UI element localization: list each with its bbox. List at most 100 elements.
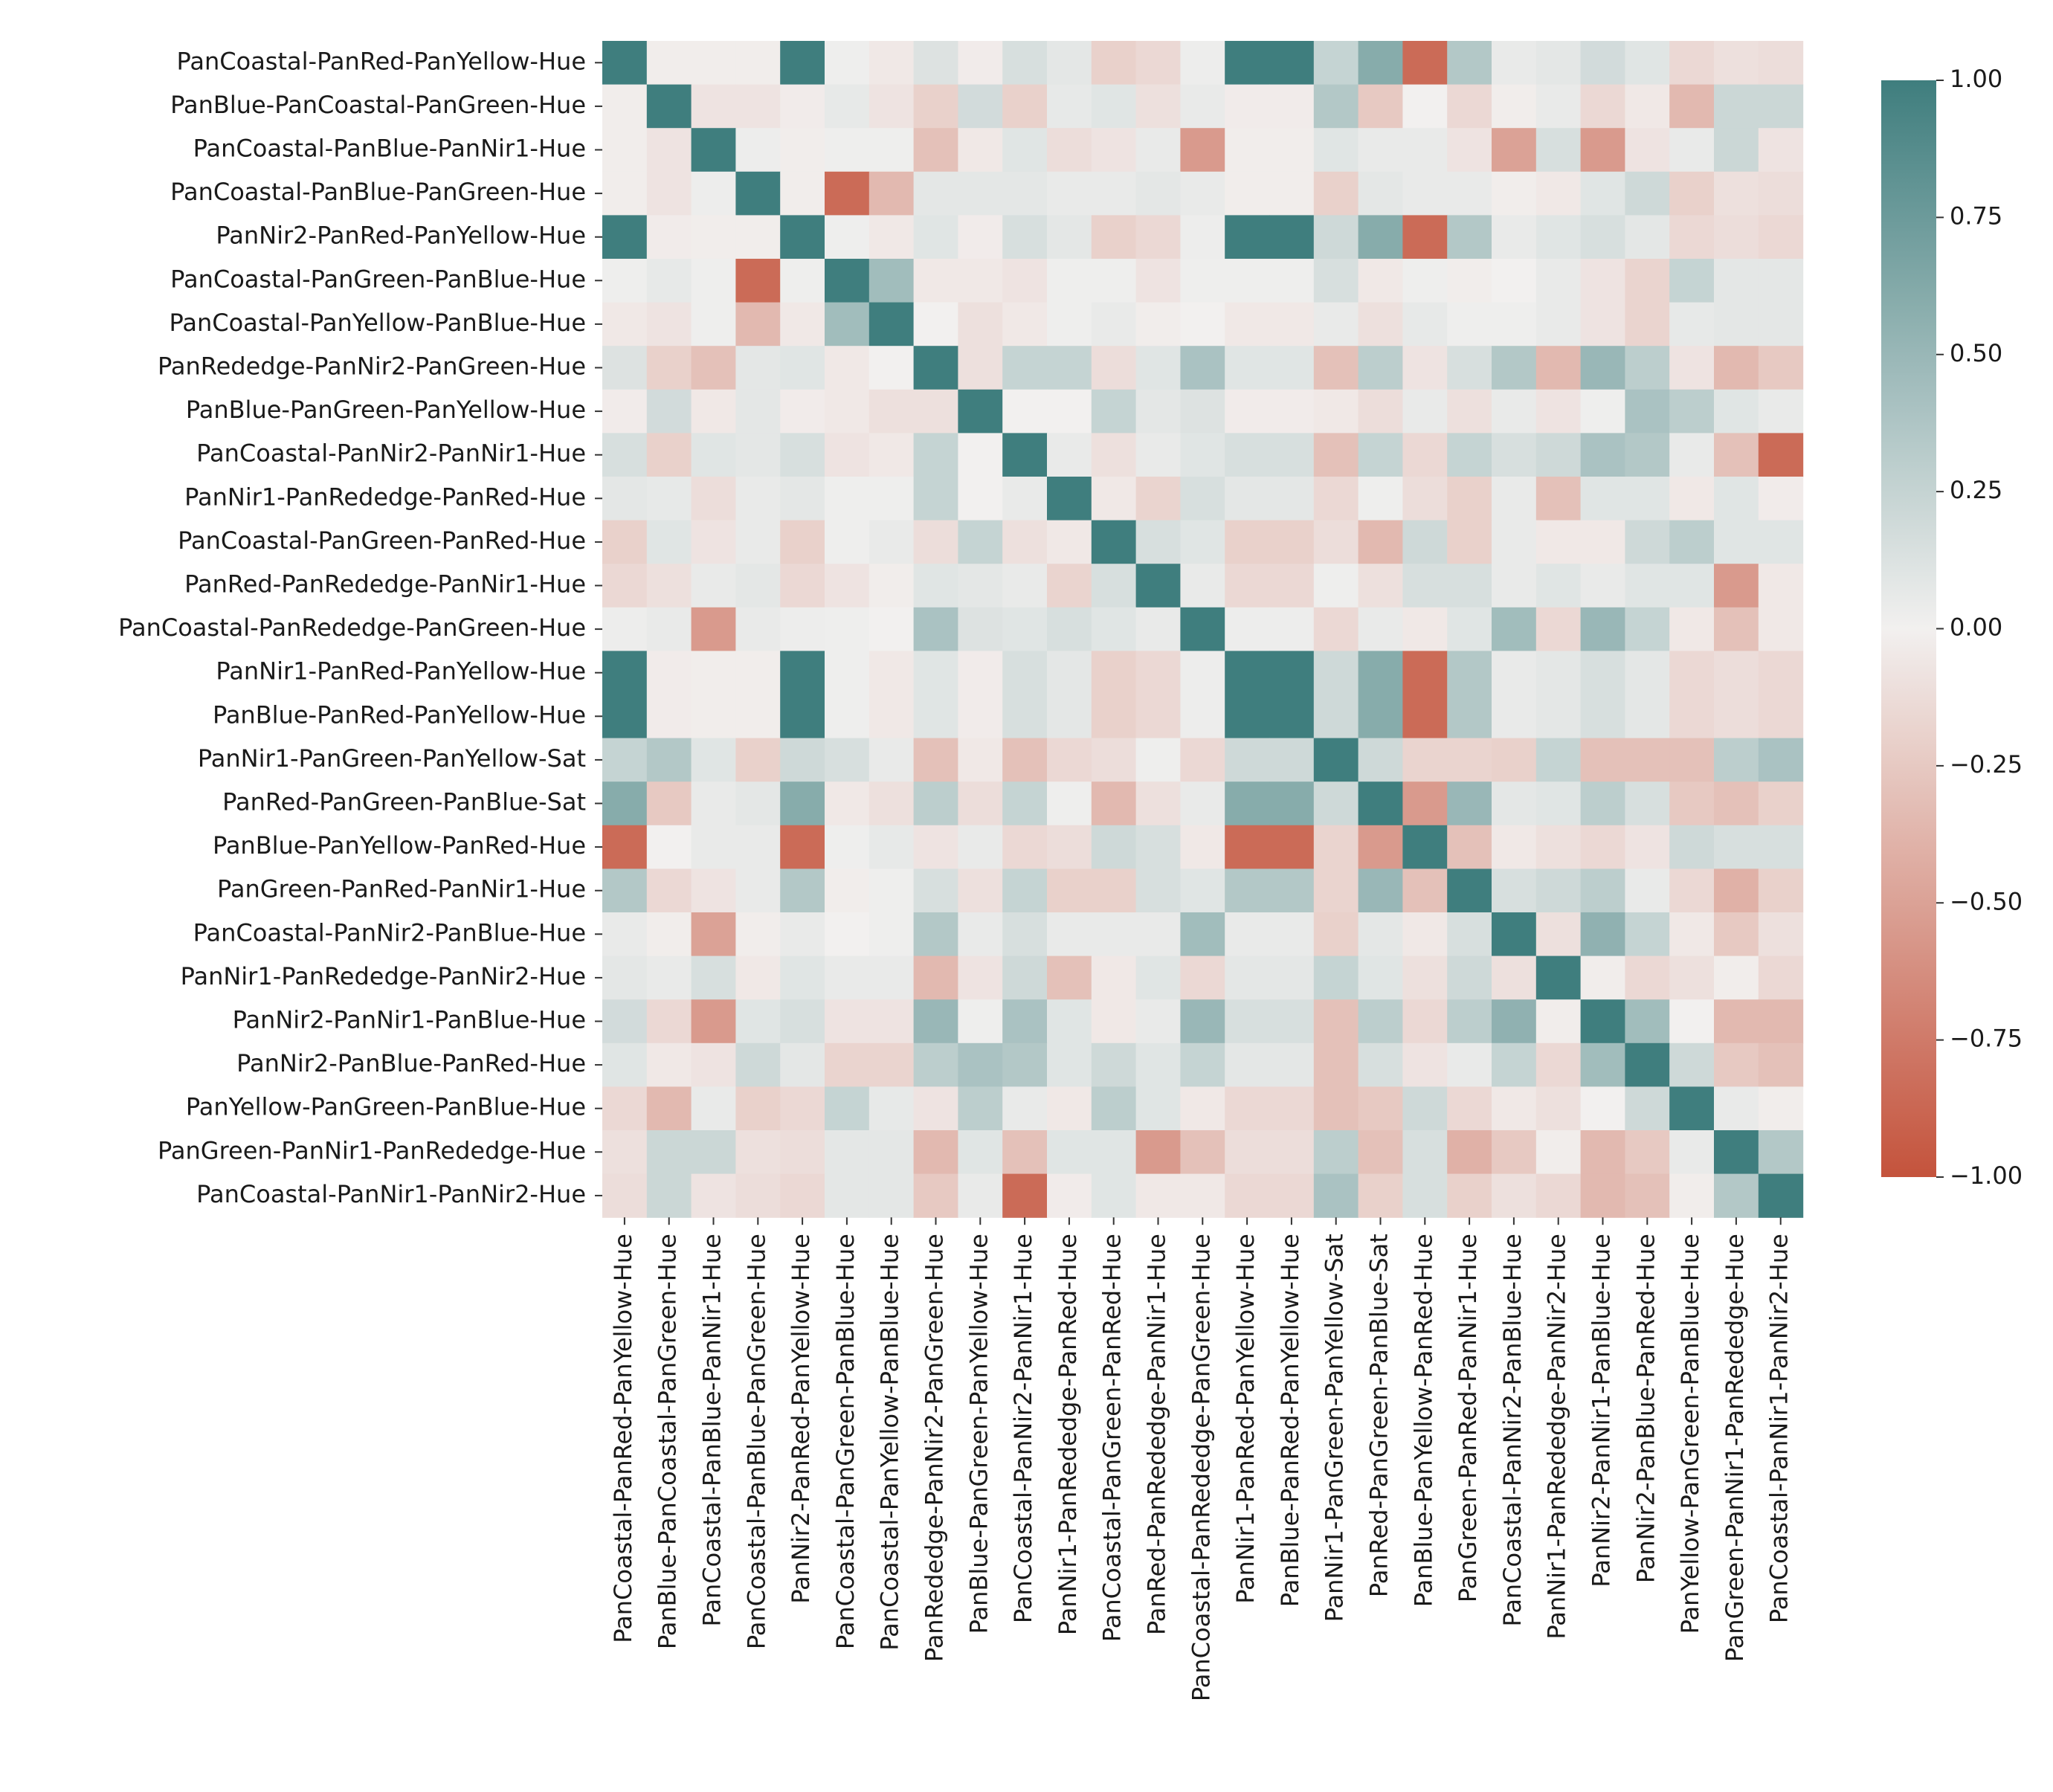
heatmap-cell-r4-c21 [1535, 215, 1582, 260]
heatmap-cell-r22-c16 [1313, 999, 1359, 1044]
heatmap-cell-r17-c2 [691, 781, 736, 826]
heatmap-cell-r8-c26 [1758, 389, 1804, 434]
heatmap-cell-r2-c20 [1492, 128, 1537, 173]
heatmap-cell-r24-c12 [1135, 1086, 1181, 1131]
heatmap-cell-r16-c22 [1580, 738, 1625, 782]
heatmap-cell-r22-c10 [1047, 999, 1092, 1044]
heatmap-cell-r25-c24 [1669, 1130, 1715, 1175]
heatmap-cell-r24-c20 [1492, 1086, 1537, 1131]
heatmap-cell-r24-c17 [1358, 1086, 1403, 1131]
heatmap-cell-r14-c23 [1625, 651, 1670, 695]
heatmap-cell-r22-c4 [780, 999, 825, 1044]
heatmap-cell-r15-c13 [1180, 694, 1225, 739]
heatmap-cell-r2-c11 [1091, 128, 1137, 173]
heatmap-cell-r13-c4 [780, 607, 825, 651]
heatmap-cell-r19-c16 [1313, 868, 1359, 913]
heatmap-cell-r25-c18 [1402, 1130, 1448, 1175]
heatmap-cell-r9-c0 [602, 433, 648, 477]
heatmap-cell-r4-c0 [602, 215, 648, 260]
heatmap-cell-r7-c3 [735, 346, 781, 390]
heatmap-cell-r14-c1 [646, 651, 692, 695]
heatmap-cell-r1-c5 [825, 84, 870, 129]
heatmap-cell-r25-c6 [868, 1130, 915, 1175]
heatmap-cell-r26-c3 [735, 1173, 781, 1218]
heatmap-cell-r2-c26 [1758, 128, 1804, 173]
heatmap-cell-r6-c17 [1358, 302, 1403, 347]
heatmap-cell-r8-c14 [1225, 389, 1270, 434]
heatmap-cell-r0-c23 [1625, 41, 1670, 86]
heatmap-cell-r21-c20 [1492, 955, 1537, 1000]
heatmap-cell-r1-c20 [1492, 84, 1537, 129]
y-axis-labels: PanCoastal-PanRed-PanYellow-Hue PanBlue-P… [118, 47, 602, 1208]
heatmap-cell-r20-c19 [1447, 912, 1492, 957]
heatmap-cell-r7-c16 [1313, 346, 1359, 390]
heatmap-cell-r23-c12 [1135, 1042, 1181, 1087]
heatmap-cell-r5-c14 [1225, 259, 1270, 303]
heatmap-cell-r11-c3 [735, 520, 781, 564]
heatmap-cell-r21-c16 [1313, 955, 1359, 1000]
heatmap-cell-r12-c5 [825, 564, 870, 608]
heatmap-cell-r0-c16 [1313, 41, 1359, 86]
heatmap-cell-r25-c19 [1447, 1130, 1492, 1175]
heatmap-cell-r2-c5 [825, 128, 870, 173]
colorbar-tick-label: 0.75 [1950, 202, 2002, 230]
heatmap-cell-r26-c4 [780, 1173, 825, 1218]
colorbar-tick-label: −0.50 [1950, 887, 2023, 915]
heatmap-cell-r7-c14 [1225, 346, 1270, 390]
heatmap-cell-r24-c22 [1580, 1086, 1625, 1131]
heatmap-cell-r4-c24 [1669, 215, 1715, 260]
heatmap-cell-r24-c16 [1313, 1086, 1359, 1131]
heatmap-cell-r21-c17 [1358, 955, 1403, 1000]
x-tick-label: PanBlue-PanRed-PanYellow-Hue [1276, 1234, 1304, 1607]
heatmap-cell-r6-c14 [1225, 302, 1270, 347]
heatmap-cell-r16-c12 [1135, 738, 1181, 782]
heatmap-cell-r8-c12 [1135, 389, 1181, 434]
heatmap-cell-r5-c15 [1269, 259, 1315, 303]
heatmap-cell-r20-c7 [913, 912, 958, 957]
heatmap-cell-r22-c3 [735, 999, 781, 1044]
heatmap-cell-r25-c5 [825, 1130, 870, 1175]
heatmap-cell-r6-c12 [1135, 302, 1181, 347]
x-tick-label: PanGreen-PanRed-PanNir1-Hue [1454, 1234, 1482, 1602]
heatmap-cell-r14-c17 [1358, 651, 1403, 695]
heatmap-cell-r7-c11 [1091, 346, 1137, 390]
heatmap-cell-r18-c26 [1758, 825, 1804, 869]
heatmap-cell-r20-c18 [1402, 912, 1448, 957]
heatmap-cell-r3-c18 [1402, 171, 1448, 216]
heatmap-cell-r9-c12 [1135, 433, 1181, 477]
heatmap-cell-r1-c17 [1358, 84, 1403, 129]
y-tick-label: PanCoastal-PanRededge-PanGreen-Hue [118, 613, 586, 642]
heatmap-cell-r6-c3 [735, 302, 781, 347]
heatmap-cell-r5-c16 [1313, 259, 1359, 303]
heatmap-cell-r5-c9 [1002, 259, 1048, 303]
heatmap-cell-r14-c5 [825, 651, 870, 695]
heatmap-cell-r11-c22 [1580, 520, 1625, 564]
heatmap-cell-r10-c18 [1402, 477, 1448, 521]
heatmap-cell-r21-c21 [1535, 955, 1582, 1000]
heatmap-cell-r18-c23 [1625, 825, 1670, 869]
heatmap-cell-r21-c11 [1091, 955, 1137, 1000]
heatmap-cell-r26-c12 [1135, 1173, 1181, 1218]
heatmap-cell-r11-c21 [1535, 520, 1582, 564]
heatmap-cell-r10-c4 [780, 477, 825, 521]
heatmap-cell-r15-c22 [1580, 694, 1625, 739]
heatmap-cell-r13-c11 [1091, 607, 1137, 651]
heatmap-cell-r24-c3 [735, 1086, 781, 1131]
heatmap-cell-r23-c18 [1402, 1042, 1448, 1087]
heatmap-cell-r22-c5 [825, 999, 870, 1044]
x-tick-label: PanNir1-PanRed-PanYellow-Hue [1231, 1234, 1260, 1604]
heatmap-cell-r0-c13 [1180, 41, 1225, 86]
heatmap-cell-r18-c10 [1047, 825, 1092, 869]
heatmap-cell-r19-c21 [1535, 868, 1582, 913]
heatmap-cell-r1-c19 [1447, 84, 1492, 129]
heatmap-cell-r25-c10 [1047, 1130, 1092, 1175]
heatmap-cell-r1-c24 [1669, 84, 1715, 129]
heatmap-cell-r13-c25 [1714, 607, 1759, 651]
heatmap-cell-r19-c1 [646, 868, 692, 913]
heatmap-cell-r16-c25 [1714, 738, 1759, 782]
heatmap-cell-r21-c5 [825, 955, 870, 1000]
heatmap-cell-r4-c20 [1492, 215, 1537, 260]
heatmap-cell-r20-c3 [735, 912, 781, 957]
heatmap-cell-r17-c15 [1269, 781, 1315, 826]
heatmap-cell-r4-c15 [1269, 215, 1315, 260]
